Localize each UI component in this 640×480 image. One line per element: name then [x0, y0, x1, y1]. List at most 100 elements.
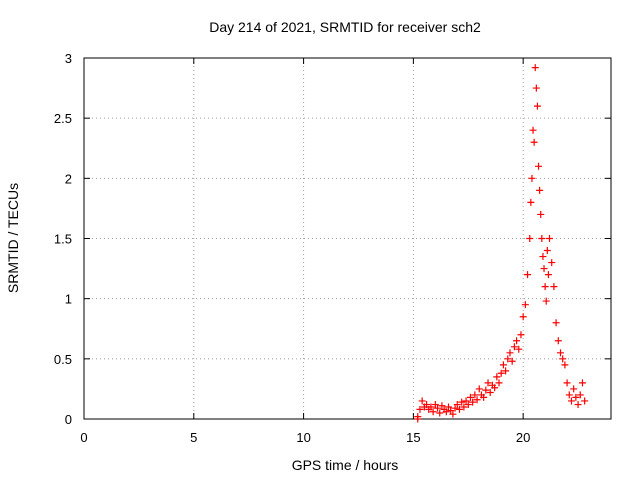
data-point	[539, 253, 547, 261]
data-point	[510, 343, 518, 351]
data-point	[427, 403, 435, 411]
data-point	[524, 271, 532, 279]
data-point	[527, 198, 535, 206]
data-point	[455, 405, 463, 413]
data-point	[484, 379, 492, 387]
x-axis: 0 5 10 15 20	[80, 58, 530, 445]
data-point	[414, 413, 422, 421]
y-tick-label: 0	[65, 412, 72, 427]
data-point	[445, 403, 453, 411]
data-point	[423, 401, 431, 409]
data-point	[499, 361, 507, 369]
data-point	[482, 386, 490, 394]
data-point	[572, 393, 580, 401]
data-point	[475, 385, 483, 393]
data-point	[546, 235, 554, 242]
data-point	[581, 397, 589, 405]
data-point	[480, 393, 488, 401]
data-point	[506, 349, 514, 357]
data-point	[567, 397, 575, 405]
data-point	[434, 404, 442, 412]
y-axis-label: SRMTID / TECUs	[5, 183, 21, 293]
data-point	[517, 331, 525, 339]
y-tick-label: 2	[65, 171, 72, 186]
data-point	[552, 319, 560, 327]
data-point	[533, 102, 541, 110]
data-point	[565, 391, 573, 399]
data-point	[502, 367, 510, 375]
data-point	[535, 162, 543, 170]
data-point	[532, 84, 540, 92]
data-point	[576, 391, 584, 399]
data-point	[493, 373, 501, 381]
data-point	[563, 379, 571, 387]
data-point	[559, 355, 567, 363]
data-point	[574, 401, 582, 409]
data-point	[471, 391, 479, 399]
data-point	[508, 357, 516, 365]
data-point	[495, 379, 503, 387]
data-points	[414, 64, 589, 423]
x-tick-label: 0	[80, 430, 87, 445]
data-point	[451, 404, 459, 412]
data-point	[538, 235, 546, 242]
data-point	[578, 379, 586, 387]
x-tick-label: 10	[296, 430, 310, 445]
data-point	[504, 355, 512, 363]
data-point	[521, 301, 529, 309]
data-point	[536, 186, 544, 194]
data-point	[544, 271, 552, 279]
data-point	[464, 401, 472, 409]
y-axis: 0 0.5 1 1.5 2 2.5 3	[54, 51, 611, 427]
data-point	[497, 369, 505, 377]
x-axis-label: GPS time / hours	[292, 457, 399, 473]
data-point	[458, 398, 466, 406]
data-point	[540, 265, 548, 273]
data-point	[460, 403, 468, 411]
data-point	[462, 397, 470, 405]
y-tick-label: 1	[65, 292, 72, 307]
y-tick-label: 3	[65, 51, 72, 66]
y-tick-label: 1.5	[54, 232, 72, 247]
x-tick-label: 15	[406, 430, 420, 445]
data-point	[469, 398, 477, 406]
data-point	[543, 247, 551, 255]
data-point	[449, 410, 457, 418]
y-tick-label: 2.5	[54, 111, 72, 126]
data-point	[491, 384, 499, 392]
data-point	[431, 401, 439, 409]
y-tick-label: 0.5	[54, 352, 72, 367]
data-point	[548, 259, 556, 267]
data-point	[561, 361, 569, 369]
data-point	[466, 393, 474, 401]
data-point	[453, 401, 461, 409]
data-point	[442, 408, 450, 416]
data-point	[519, 313, 527, 321]
x-tick-label: 5	[190, 430, 197, 445]
data-point	[537, 210, 545, 218]
grid-lines	[84, 58, 611, 419]
data-point	[436, 409, 444, 417]
data-point	[531, 64, 539, 72]
data-point	[554, 337, 562, 345]
data-point	[542, 297, 550, 305]
data-point	[486, 389, 494, 397]
data-point	[529, 126, 537, 134]
data-point	[438, 402, 446, 410]
data-point	[513, 337, 521, 345]
data-point	[473, 396, 481, 404]
x-tick-label: 20	[516, 430, 530, 445]
chart-title: Day 214 of 2021, SRMTID for receiver sch…	[209, 19, 481, 35]
data-point	[528, 174, 536, 182]
data-point	[550, 283, 558, 291]
data-point	[447, 407, 455, 415]
data-point	[526, 235, 534, 242]
data-point	[418, 397, 426, 405]
data-point	[416, 405, 424, 413]
data-point	[541, 283, 549, 291]
data-point	[570, 385, 578, 393]
data-point	[429, 408, 437, 416]
data-point	[515, 345, 523, 353]
data-point	[556, 349, 564, 357]
